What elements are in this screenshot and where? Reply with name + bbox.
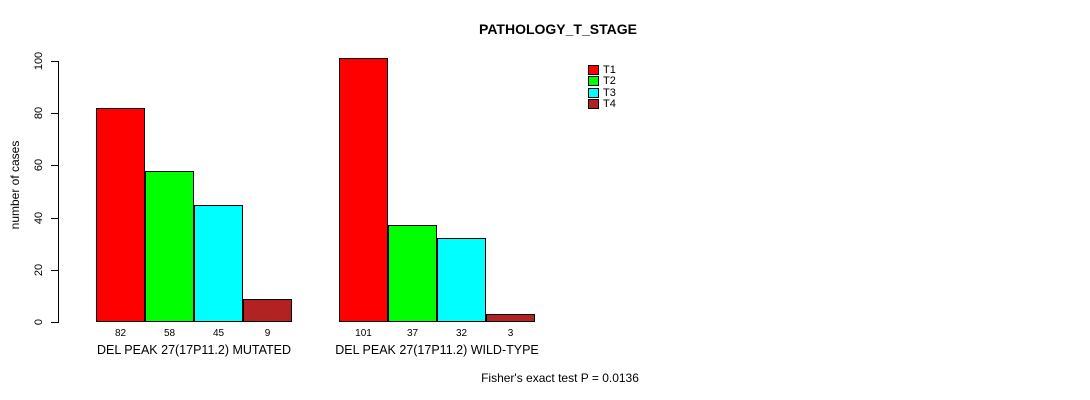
legend-label: T2 [603,75,616,87]
bar-group2-t3 [437,238,486,322]
bar-value-label: 32 [455,328,468,339]
bar-value-label: 9 [264,328,271,339]
legend-swatch-icon [588,76,599,86]
legend-swatch-icon [588,99,599,109]
group-label-2: DEL PEAK 27(17P11.2) WILD-TYPE [335,343,539,357]
bar-group2-t1 [339,58,388,322]
y-tick-label: 80 [33,106,45,120]
y-tick-mark [51,270,58,271]
y-tick-label: 20 [33,263,45,277]
y-tick-label: 0 [33,318,45,326]
bar-group2-t4 [486,314,535,322]
bar-value-label: 37 [406,328,419,339]
y-tick-label: 100 [33,51,45,71]
y-tick-mark [51,61,58,62]
y-axis-line [58,61,59,323]
bar-value-label: 58 [163,328,176,339]
y-tick-mark [51,113,58,114]
stat-footer: Fisher's exact test P = 0.0136 [481,371,639,385]
y-tick-label: 40 [33,211,45,225]
bar-group1-t4 [243,299,292,322]
legend-label: T4 [603,98,616,110]
legend-label: T3 [603,87,616,99]
legend-swatch-icon [588,65,599,75]
bar-value-label: 45 [212,328,225,339]
bar-value-label: 82 [114,328,127,339]
bar-group1-t3 [194,205,243,322]
bar-group2-t2 [388,225,437,322]
bar-value-label: 101 [355,328,372,339]
bar-group1-t1 [96,108,145,322]
bar-value-label: 3 [507,328,514,339]
legend-label: T1 [603,64,616,76]
y-tick-label: 60 [33,158,45,172]
bar-group1-t2 [145,171,194,322]
y-axis-label: number of cases [8,140,22,230]
y-tick-mark [51,218,58,219]
chart-title: PATHOLOGY_T_STAGE [479,21,637,37]
y-tick-mark [51,165,58,166]
legend-swatch-icon [588,88,599,98]
group-label-1: DEL PEAK 27(17P11.2) MUTATED [96,343,292,357]
y-tick-mark [51,322,58,323]
